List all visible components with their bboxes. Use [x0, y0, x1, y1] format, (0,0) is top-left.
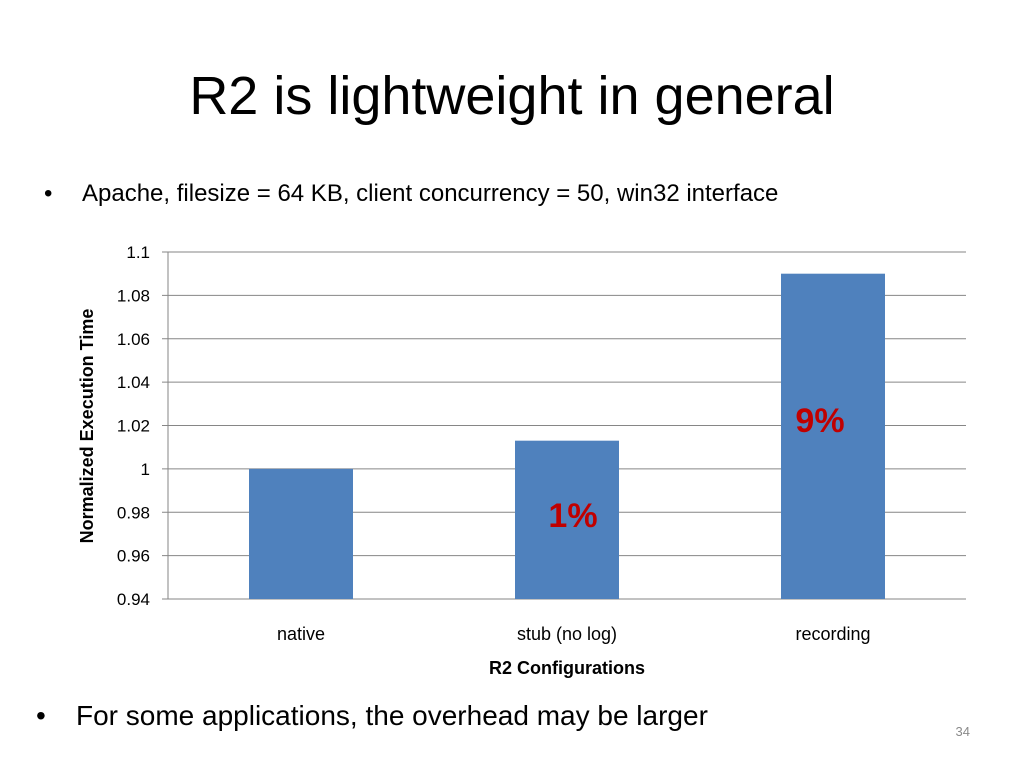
bar — [249, 468, 353, 599]
x-tick-label: native — [277, 624, 325, 644]
y-tick-label: 0.96 — [117, 547, 150, 566]
y-tick-label: 1.06 — [117, 330, 150, 349]
y-axis-title: Normalized Execution Time — [77, 309, 97, 544]
y-tick-label: 1.02 — [117, 417, 150, 436]
bullet-item: • Apache, filesize = 64 KB, client concu… — [44, 180, 778, 208]
bullet-text: Apache, filesize = 64 KB, client concurr… — [82, 180, 779, 207]
x-axis-title: R2 Configurations — [489, 658, 645, 678]
bullet-text: For some applications, the overhead may … — [76, 700, 708, 731]
y-tick-label: 0.98 — [117, 503, 150, 522]
slide-title: R2 is lightweight in general — [189, 66, 835, 126]
data-label: 9% — [795, 402, 844, 440]
bullet-symbol: • — [36, 700, 46, 731]
y-tick-label: 1 — [141, 460, 150, 479]
x-tick-label: recording — [795, 624, 870, 644]
bullet-symbol: • — [44, 180, 53, 207]
bar — [515, 440, 619, 599]
slide-number: 34 — [955, 724, 970, 739]
x-tick-label: stub (no log) — [517, 624, 617, 644]
bullet-item: • For some applications, the overhead ma… — [36, 700, 708, 732]
y-tick-label: 1.1 — [126, 243, 150, 262]
y-tick-label: 1.04 — [117, 373, 150, 392]
y-tick-label: 0.94 — [117, 590, 150, 609]
y-tick-label: 1.08 — [117, 286, 150, 305]
bar — [781, 273, 885, 599]
data-label: 1% — [548, 497, 597, 535]
